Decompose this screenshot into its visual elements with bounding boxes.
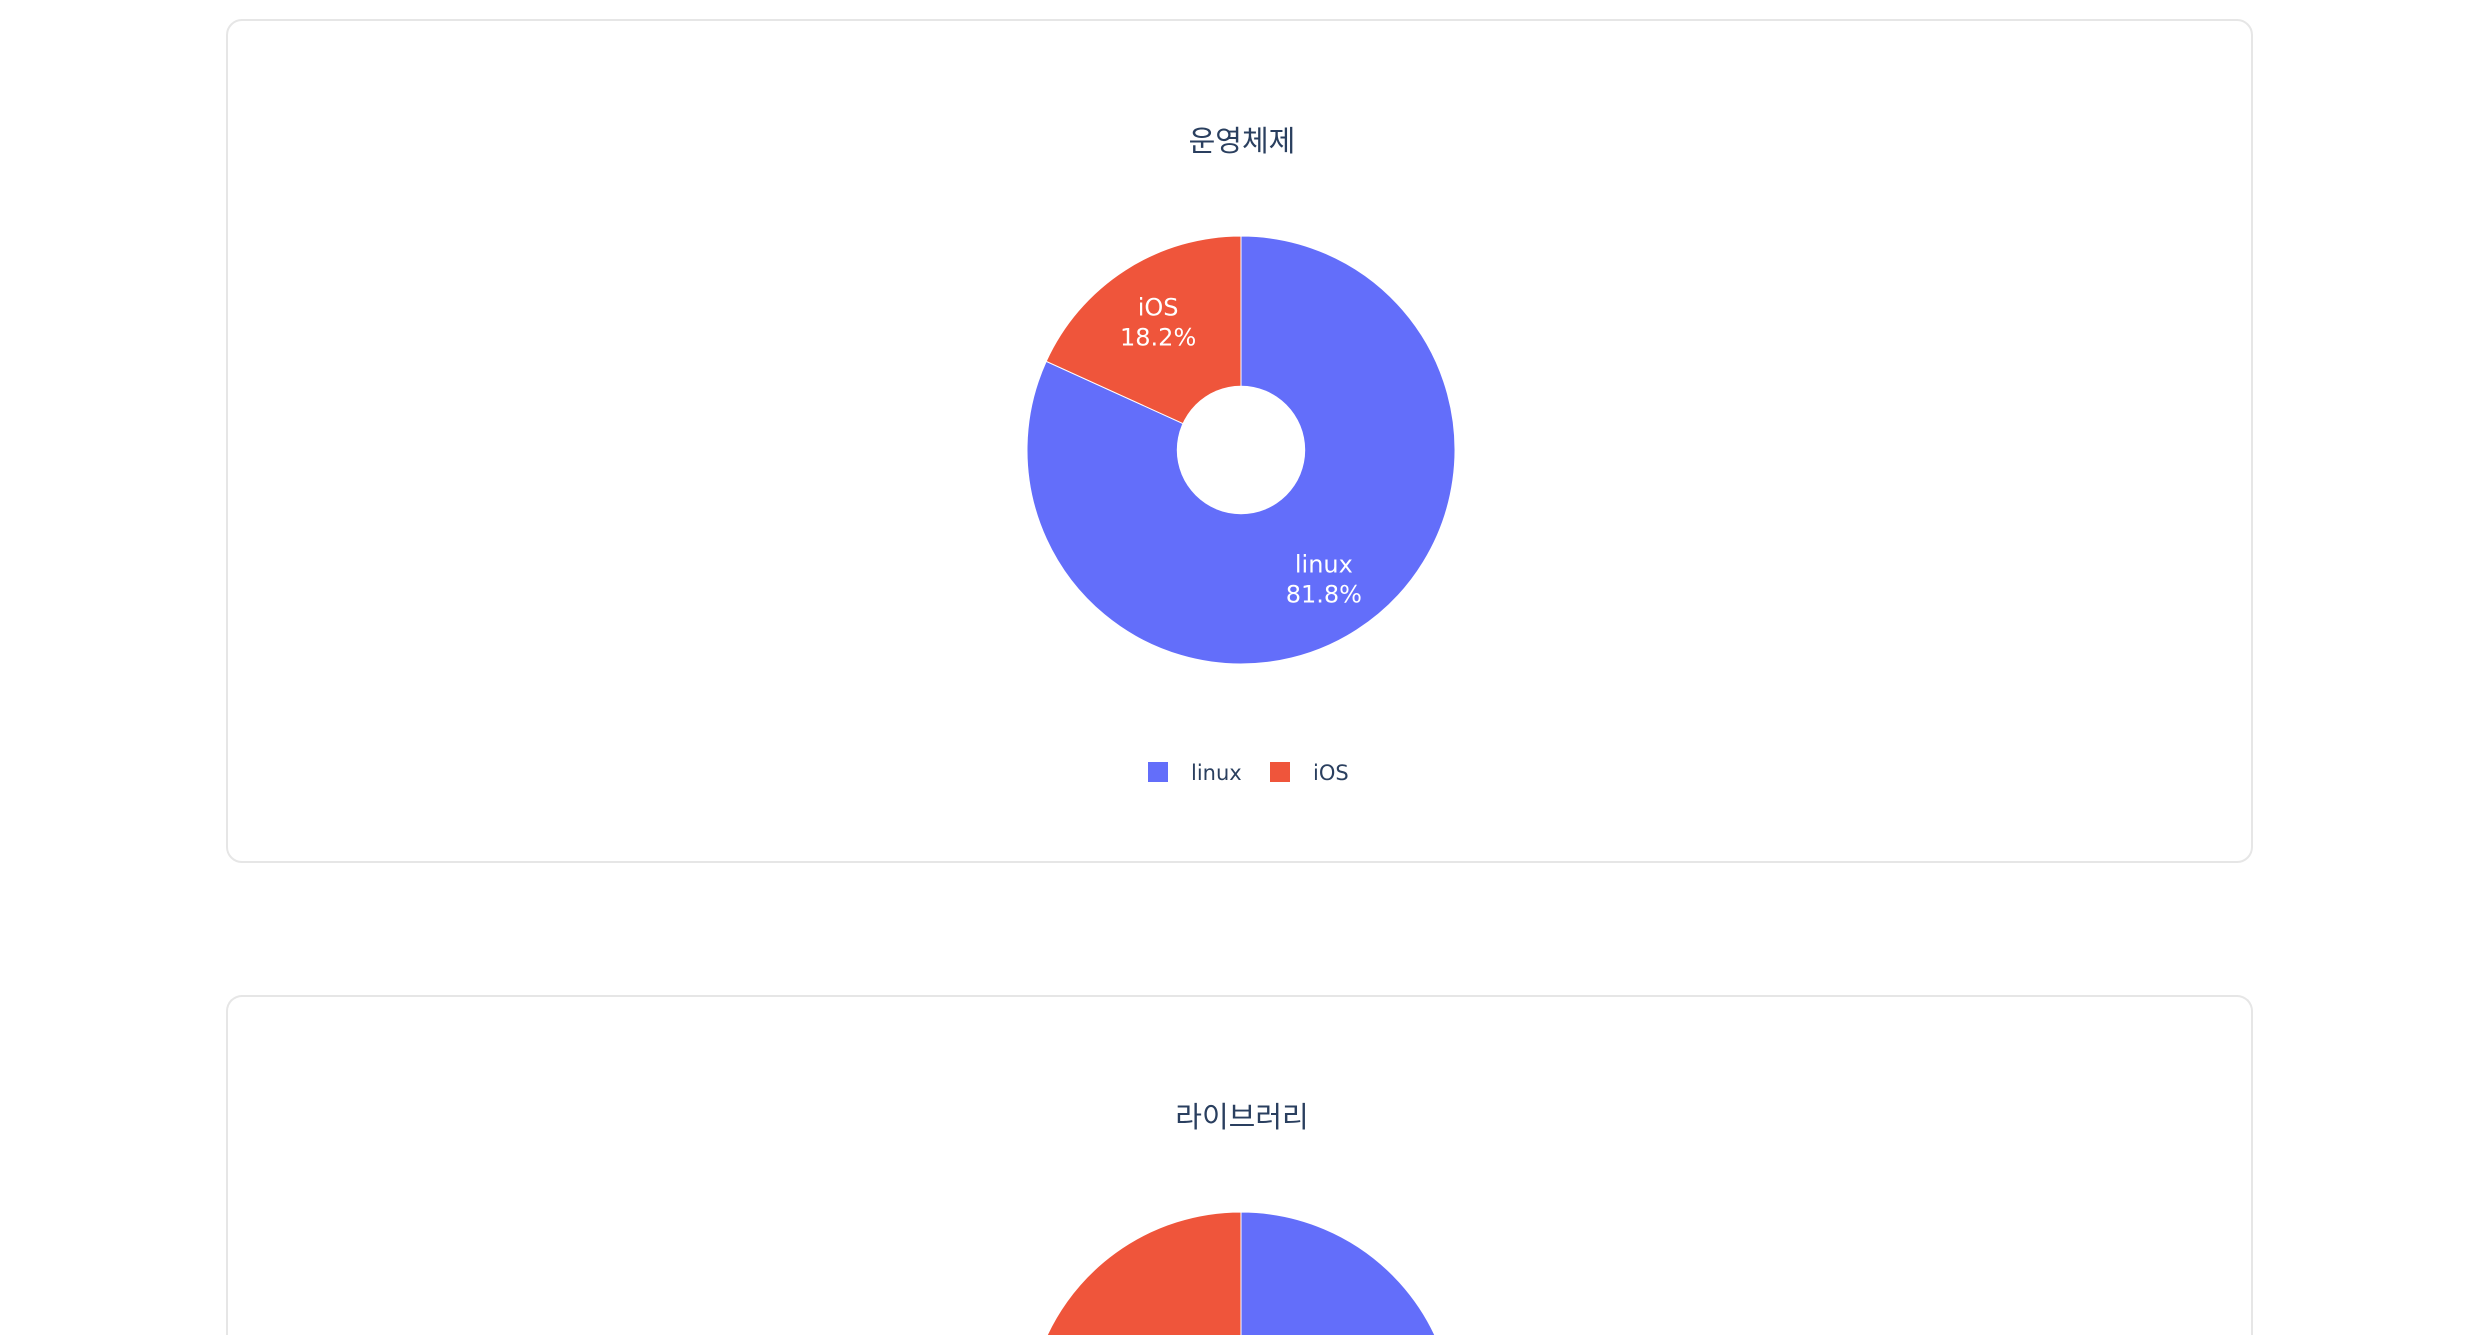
pie-chart-os: 운영체제 linux 81.8% iOS 18.2% linux iOS — [1026, 124, 1456, 785]
legend-label: iOS — [1313, 761, 1349, 785]
slice-label-linux: linux 81.8% — [1286, 551, 1362, 609]
chart-card-library: 라이브러리 — [226, 995, 2253, 1335]
pie-slices — [1027, 1211, 1455, 1335]
pie-chart-library: 라이브러리 — [1027, 1100, 1455, 1335]
slice-labels: linux 81.8% iOS 18.2% — [1120, 293, 1362, 608]
chart-title: 운영체제 — [1189, 124, 1296, 158]
legend-swatch — [1148, 762, 1168, 782]
pie-slice-0[interactable] — [1027, 1211, 1455, 1335]
legend-label: linux — [1191, 761, 1242, 785]
legend-item-ios[interactable]: iOS — [1270, 761, 1349, 785]
legend-swatch — [1270, 762, 1290, 782]
chart-title: 라이브러리 — [1175, 1100, 1308, 1134]
pie-slice-1[interactable] — [1037, 1211, 1242, 1335]
chart-card-os: 운영체제 linux 81.8% iOS 18.2% linux iOS — [226, 19, 2253, 863]
legend-item-linux[interactable]: linux — [1148, 761, 1242, 785]
legend[interactable]: linux iOS — [1148, 761, 1349, 785]
slice-label-ios: iOS 18.2% — [1120, 293, 1196, 351]
pie-slice-ios[interactable] — [1045, 235, 1242, 451]
pie-hole — [1176, 385, 1306, 515]
